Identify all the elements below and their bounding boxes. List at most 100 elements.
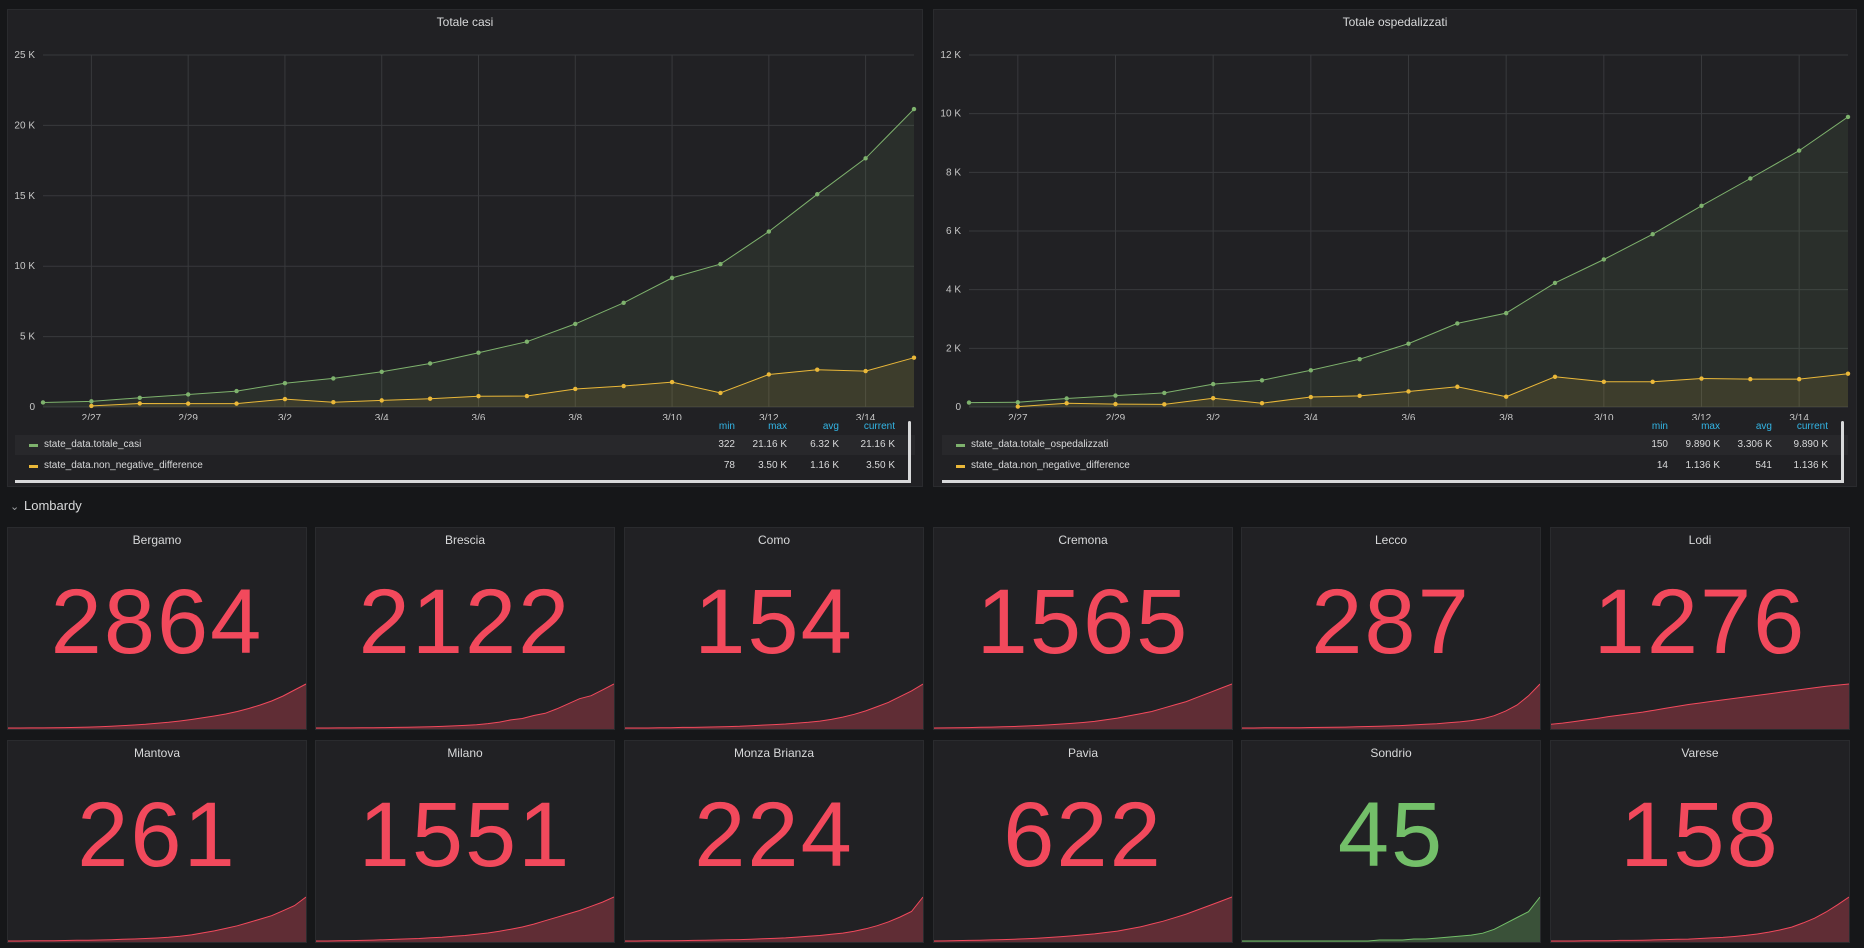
sparkline-area bbox=[316, 684, 614, 729]
x-tick-label: 3/6 bbox=[472, 413, 486, 420]
stat-title[interactable]: Bergamo bbox=[132, 533, 182, 547]
sparkline-area bbox=[8, 897, 306, 942]
data-point bbox=[1210, 396, 1216, 401]
data-point bbox=[669, 275, 675, 281]
data-point bbox=[1357, 393, 1362, 399]
sparkline-area bbox=[625, 684, 923, 729]
stat-panel-sondrio[interactable]: Sondrio 45 bbox=[1241, 740, 1541, 943]
stat-value: 1565 bbox=[976, 571, 1190, 673]
stat-panel-mantova[interactable]: Mantova 261 bbox=[7, 740, 307, 943]
stat-title[interactable]: Sondrio bbox=[1370, 746, 1412, 760]
graph-panel-totale-ospedalizzati[interactable]: Totale ospedalizzati 0 2 K 4 K 6 K 8 K 10 K 12… bbox=[933, 9, 1857, 487]
stat-title[interactable]: Cremona bbox=[1058, 533, 1108, 547]
legend-header-max[interactable]: max bbox=[1701, 421, 1720, 432]
data-point bbox=[911, 355, 917, 360]
data-point bbox=[1650, 379, 1655, 384]
data-point bbox=[1650, 232, 1655, 237]
legend-header-avg[interactable]: avg bbox=[822, 421, 839, 432]
legend-series-name[interactable]: state_data.non_negative_difference bbox=[44, 460, 203, 471]
stat-title[interactable]: Milano bbox=[447, 746, 483, 760]
sparkline-line bbox=[934, 896, 1232, 942]
stat-title[interactable]: Lodi bbox=[1688, 533, 1712, 547]
legend-header-min[interactable]: min bbox=[718, 421, 735, 432]
y-tick-label: 15 K bbox=[14, 191, 35, 202]
data-point bbox=[234, 388, 239, 394]
x-tick-label: 3/10 bbox=[1594, 413, 1614, 420]
data-point bbox=[815, 367, 820, 372]
stat-title[interactable]: Brescia bbox=[444, 533, 485, 547]
row-header-lombardy[interactable]: ⌄ Lombardy bbox=[10, 498, 82, 513]
data-point bbox=[1015, 404, 1021, 409]
stat-panel-milano[interactable]: Milano 1551 bbox=[315, 740, 615, 943]
data-point bbox=[234, 401, 239, 406]
legend-scrollbar-vertical[interactable] bbox=[908, 421, 911, 483]
legend-row[interactable]: state_data.non_negative_difference 78 3.… bbox=[15, 456, 915, 476]
legend-header-current[interactable]: current bbox=[863, 421, 895, 432]
legend-scrollbar-horizontal[interactable] bbox=[942, 480, 1844, 483]
data-point bbox=[966, 400, 972, 405]
x-tick-label: 2/29 bbox=[178, 413, 198, 420]
data-point bbox=[524, 393, 530, 399]
legend-header-current[interactable]: current bbox=[1796, 421, 1828, 432]
stat-value: 287 bbox=[1311, 571, 1471, 673]
sparkline-area bbox=[934, 897, 1232, 942]
legend-max: 3.50 K bbox=[758, 460, 787, 471]
graph-panel-totale-casi[interactable]: Totale casi 0 5 K 10 K 15 K 20 K 25 K 2/27 2/29… bbox=[7, 9, 923, 487]
data-point bbox=[1601, 379, 1607, 384]
y-tick-label: 25 K bbox=[14, 50, 35, 61]
legend-max: 21.16 K bbox=[752, 439, 787, 450]
stat-title[interactable]: Pavia bbox=[1067, 746, 1099, 760]
stat-title[interactable]: Como bbox=[757, 533, 790, 547]
legend-row[interactable]: state_data.non_negative_difference 14 1.… bbox=[942, 456, 1848, 476]
data-point bbox=[1796, 148, 1802, 153]
stat-panel-lecco[interactable]: Lecco 287 bbox=[1241, 527, 1541, 730]
legend-min: 150 bbox=[1651, 439, 1668, 450]
stat-panel-cremona[interactable]: Cremona 1565 bbox=[933, 527, 1233, 730]
sparkline-line bbox=[1551, 683, 1849, 725]
data-point bbox=[1748, 176, 1753, 181]
legend-scrollbar-vertical[interactable] bbox=[1841, 421, 1844, 483]
stat-panel-varese[interactable]: Varese 158 bbox=[1550, 740, 1850, 943]
sparkline bbox=[1242, 683, 1540, 729]
stat-panel-pavia[interactable]: Pavia 622 bbox=[933, 740, 1233, 943]
data-point bbox=[1796, 376, 1802, 382]
legend-header-min[interactable]: min bbox=[1651, 421, 1668, 432]
legend-header-avg[interactable]: avg bbox=[1755, 421, 1772, 432]
data-point bbox=[1113, 401, 1118, 407]
stat-title[interactable]: Varese bbox=[1681, 746, 1719, 760]
legend-series-name[interactable]: state_data.totale_casi bbox=[44, 439, 142, 450]
data-point bbox=[427, 361, 433, 366]
stat-panel-lodi[interactable]: Lodi 1276 bbox=[1550, 527, 1850, 730]
legend-max: 1.136 K bbox=[1685, 460, 1720, 471]
legend-avg: 3.306 K bbox=[1737, 439, 1772, 450]
legend-row[interactable]: state_data.totale_casi 322 21.16 K 6.32 … bbox=[15, 435, 915, 455]
legend-header-max[interactable]: max bbox=[768, 421, 787, 432]
panel-title[interactable]: Totale casi bbox=[436, 15, 494, 29]
legend-scrollbar-horizontal[interactable] bbox=[15, 480, 911, 483]
y-tick-label: 4 K bbox=[946, 285, 961, 296]
legend-min: 322 bbox=[718, 439, 735, 450]
stat-panel-como[interactable]: Como 154 bbox=[624, 527, 924, 730]
legend-row[interactable]: state_data.totale_ospedalizzati 150 9.89… bbox=[942, 435, 1848, 455]
legend-series-name[interactable]: state_data.non_negative_difference bbox=[971, 460, 1130, 471]
stat-panel-monza-brianza[interactable]: Monza Brianza 224 bbox=[624, 740, 924, 943]
data-point bbox=[1064, 396, 1069, 401]
stat-value: 45 bbox=[1337, 784, 1445, 886]
data-point bbox=[185, 401, 191, 406]
stat-panel-bergamo[interactable]: Bergamo 2864 bbox=[7, 527, 307, 730]
data-point bbox=[718, 390, 723, 396]
series-area bbox=[43, 109, 914, 407]
data-point bbox=[524, 339, 530, 344]
panel-title[interactable]: Totale ospedalizzati bbox=[1342, 15, 1448, 29]
legend-current: 9.890 K bbox=[1793, 439, 1828, 450]
data-point bbox=[911, 106, 917, 112]
chart-totale-ospedalizzati: 0 2 K 4 K 6 K 8 K 10 K 12 K 2/27 2/29 3/2 3/4 3/6 3/… bbox=[940, 50, 1851, 420]
stat-title[interactable]: Lecco bbox=[1374, 533, 1408, 547]
data-point bbox=[1455, 384, 1460, 389]
stat-title[interactable]: Mantova bbox=[133, 746, 181, 760]
legend-current: 1.136 K bbox=[1793, 460, 1828, 471]
stat-panel-brescia[interactable]: Brescia 2122 bbox=[315, 527, 615, 730]
stat-title[interactable]: Monza Brianza bbox=[733, 746, 815, 760]
legend-series-name[interactable]: state_data.totale_ospedalizzati bbox=[971, 439, 1109, 450]
sparkline bbox=[625, 683, 923, 729]
